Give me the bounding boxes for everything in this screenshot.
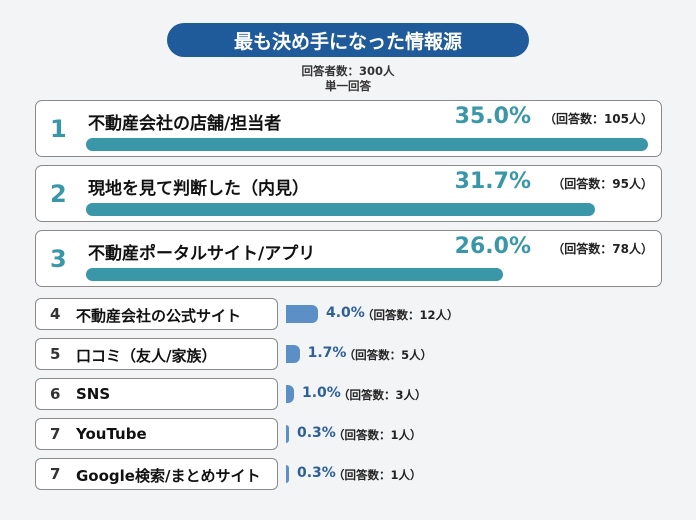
bar (286, 385, 294, 403)
chart-title: 最も決め手になった情報源 (167, 23, 529, 57)
bar (86, 268, 504, 281)
category-label: YouTube (76, 425, 147, 443)
ranking-item-8: 7 Google検索/まとめサイト (35, 458, 278, 490)
rank-number: 5 (50, 345, 61, 363)
ranking-card-2: 2 現地を見て判断した（内見） 31.7% （回答数：95人） (35, 165, 662, 222)
percent-label: 31.7% (454, 169, 531, 194)
respondent-count: 回答者数：300人 (301, 64, 395, 78)
category-label: 不動産ポータルサイト/アプリ (88, 244, 316, 264)
ranking-item-7: 7 YouTube (35, 418, 278, 450)
answer-type: 単一回答 (325, 79, 371, 93)
count-label: （回答数：12人） (362, 308, 459, 322)
category-label: 現地を見て判断した（内見） (88, 179, 309, 199)
percent-label: 0.3% (297, 425, 336, 441)
ranking-card-1: 1 不動産会社の店舗/担当者 35.0% （回答数：105人） (35, 100, 662, 157)
category-label: 不動産会社の店舗/担当者 (88, 114, 282, 134)
ranking-item-5: 5 口コミ（友人/家族） (35, 338, 278, 370)
category-label: 不動産会社の公式サイト (76, 307, 242, 325)
count-label: （回答数：78人） (552, 242, 653, 256)
rank-number: 3 (50, 245, 67, 273)
count-label: （回答数：95人） (552, 177, 653, 191)
rank-number: 7 (50, 425, 61, 443)
rank-number: 6 (50, 385, 61, 403)
percent-label: 1.7% (307, 345, 347, 361)
rank-number: 7 (50, 465, 61, 483)
count-label: （回答数：1人） (333, 428, 422, 442)
rank-number: 2 (50, 180, 67, 208)
ranking-item-6: 6 SNS (35, 378, 278, 410)
count-label: （回答数：105人） (543, 112, 653, 126)
bar (86, 138, 648, 151)
percent-label: 26.0% (454, 234, 531, 259)
bar (286, 345, 300, 363)
bar (86, 203, 595, 216)
percent-label: 1.0% (302, 385, 341, 401)
percent-label: 4.0% (326, 305, 365, 321)
percent-label: 35.0% (454, 104, 531, 129)
count-label: （回答数：5人） (343, 348, 433, 362)
bar (286, 305, 318, 323)
percent-label: 0.3% (297, 465, 336, 481)
category-label: SNS (76, 385, 111, 403)
ranking-item-4: 4 不動産会社の公式サイト (35, 298, 278, 330)
count-label: （回答数：1人） (333, 468, 422, 482)
bar (286, 425, 289, 443)
ranking-card-3: 3 不動産ポータルサイト/アプリ 26.0% （回答数：78人） (35, 230, 662, 287)
rank-number: 1 (50, 115, 67, 143)
rank-number: 4 (50, 305, 61, 323)
bar (286, 465, 289, 483)
category-label: 口コミ（友人/家族） (76, 347, 217, 365)
category-label: Google検索/まとめサイト (76, 467, 261, 485)
count-label: （回答数：3人） (338, 388, 427, 402)
